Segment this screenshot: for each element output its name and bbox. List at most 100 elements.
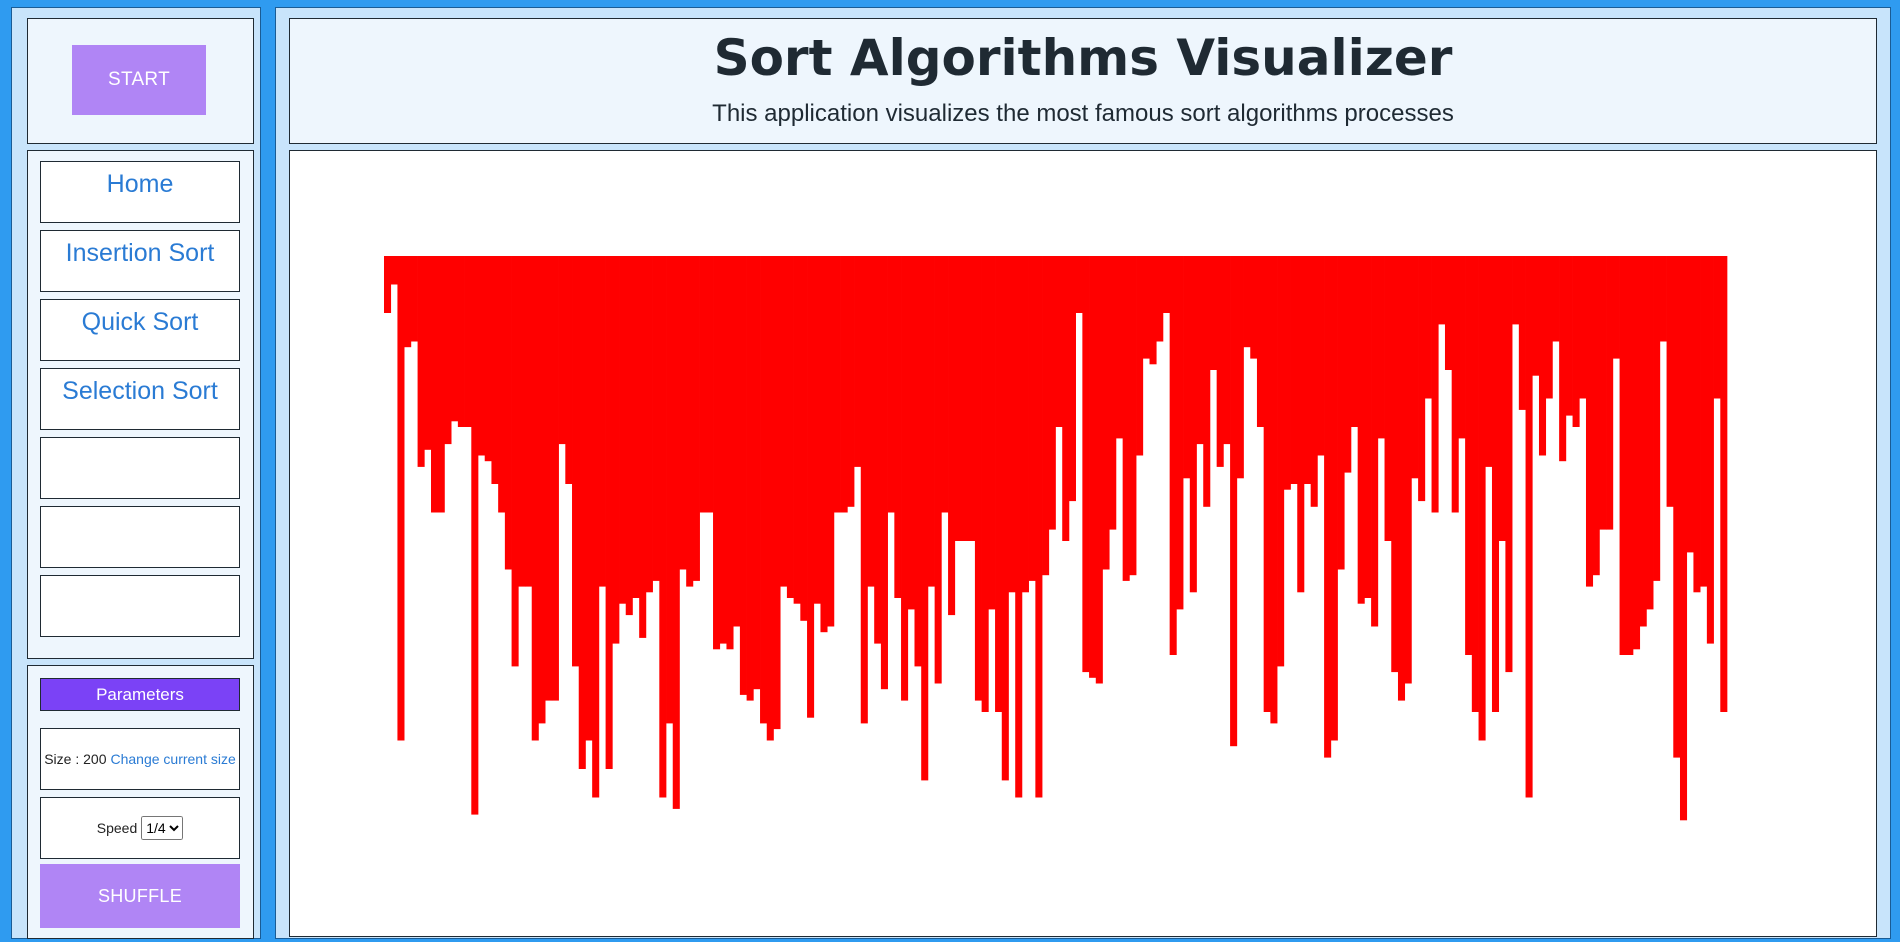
bar-81 — [927, 256, 935, 587]
bar-43 — [672, 256, 680, 809]
speed-select[interactable]: 1/4 — [141, 816, 184, 840]
bar-168 — [1512, 256, 1520, 325]
bar-182 — [1606, 256, 1614, 530]
bar-112 — [1136, 256, 1144, 456]
bar-145 — [1357, 256, 1365, 604]
bar-128 — [1243, 256, 1251, 348]
bar-4 — [410, 256, 418, 342]
bar-84 — [948, 256, 956, 616]
bar-106 — [1095, 256, 1103, 684]
bar-105 — [1089, 256, 1097, 678]
bar-133 — [1277, 256, 1285, 667]
bar-132 — [1270, 256, 1278, 724]
nav-item-quick-sort[interactable]: Quick Sort — [40, 299, 240, 361]
bar-59 — [780, 256, 788, 587]
bar-19 — [511, 256, 519, 667]
bar-27 — [565, 256, 573, 484]
bar-190 — [1659, 256, 1667, 342]
nav-item-home[interactable]: Home — [40, 161, 240, 223]
bar-74 — [880, 256, 888, 690]
bar-191 — [1666, 256, 1674, 507]
shuffle-button[interactable]: SHUFFLE — [40, 864, 240, 928]
bar-129 — [1250, 256, 1258, 359]
bar-83 — [941, 256, 949, 513]
bar-179 — [1585, 256, 1594, 587]
bar-188 — [1646, 256, 1654, 610]
bar-37 — [632, 256, 640, 598]
bar-143 — [1344, 256, 1352, 473]
bar-93 — [1008, 256, 1016, 593]
bar-20 — [518, 256, 526, 587]
bar-173 — [1545, 256, 1553, 399]
bar-78 — [907, 256, 915, 610]
nav-item-selection-sort[interactable]: Selection Sort — [40, 368, 240, 430]
bar-144 — [1350, 256, 1359, 427]
bar-44 — [679, 256, 687, 570]
bar-8 — [437, 256, 445, 513]
bar-56 — [760, 256, 768, 724]
change-size-link[interactable]: Change current size — [110, 751, 236, 767]
bar-51 — [726, 256, 734, 650]
bar-119 — [1183, 256, 1191, 479]
bar-122 — [1203, 256, 1211, 507]
bar-141 — [1330, 256, 1338, 741]
bar-148 — [1377, 256, 1385, 439]
bar-159 — [1451, 256, 1459, 513]
bar-104 — [1082, 256, 1090, 673]
bar-185 — [1626, 256, 1634, 655]
bar-80 — [921, 256, 929, 781]
bar-101 — [1062, 256, 1070, 541]
bar-30 — [585, 256, 593, 741]
bar-18 — [504, 256, 512, 570]
speed-label: Speed — [96, 820, 138, 836]
bar-156 — [1431, 256, 1439, 513]
bar-186 — [1632, 256, 1641, 650]
bar-113 — [1142, 256, 1150, 359]
bar-178 — [1579, 256, 1587, 399]
bar-146 — [1364, 256, 1372, 598]
bar-165 — [1491, 256, 1500, 712]
bar-24 — [545, 256, 553, 701]
bar-68 — [840, 256, 848, 513]
bar-63 — [807, 256, 815, 718]
nav-item-empty-3[interactable] — [40, 575, 240, 637]
bar-75 — [887, 256, 895, 513]
bar-183 — [1612, 256, 1620, 359]
bar-96 — [1028, 256, 1036, 581]
bar-50 — [719, 256, 727, 644]
bar-160 — [1458, 256, 1466, 439]
bar-162 — [1471, 256, 1479, 712]
bar-1 — [390, 256, 398, 285]
nav-item-empty-2[interactable] — [40, 506, 240, 568]
bar-47 — [699, 256, 707, 513]
bar-70 — [854, 256, 862, 467]
bar-35 — [619, 256, 627, 604]
bar-169 — [1518, 256, 1526, 410]
bar-180 — [1592, 256, 1600, 576]
bar-149 — [1384, 256, 1392, 541]
bar-158 — [1444, 256, 1453, 370]
bar-94 — [1015, 256, 1023, 798]
bar-196 — [1700, 256, 1708, 587]
bar-110 — [1122, 256, 1130, 581]
bar-164 — [1485, 256, 1493, 467]
start-button[interactable]: START — [72, 45, 206, 115]
bar-140 — [1324, 256, 1332, 758]
bar-194 — [1686, 256, 1694, 553]
bar-57 — [766, 256, 774, 741]
bar-157 — [1438, 256, 1446, 325]
bar-126 — [1230, 256, 1238, 747]
bar-161 — [1465, 256, 1473, 655]
bar-0 — [384, 256, 392, 313]
bar-22 — [531, 256, 539, 741]
nav-item-empty-1[interactable] — [40, 437, 240, 499]
bar-86 — [961, 256, 969, 541]
bar-123 — [1209, 256, 1217, 370]
bar-198 — [1713, 256, 1721, 399]
size-control: Size : 200 Change current size — [40, 728, 240, 790]
bar-99 — [1048, 256, 1056, 530]
bar-154 — [1418, 256, 1426, 502]
bar-98 — [1042, 256, 1050, 576]
bar-124 — [1216, 256, 1224, 467]
nav-item-insertion-sort[interactable]: Insertion Sort — [40, 230, 240, 292]
